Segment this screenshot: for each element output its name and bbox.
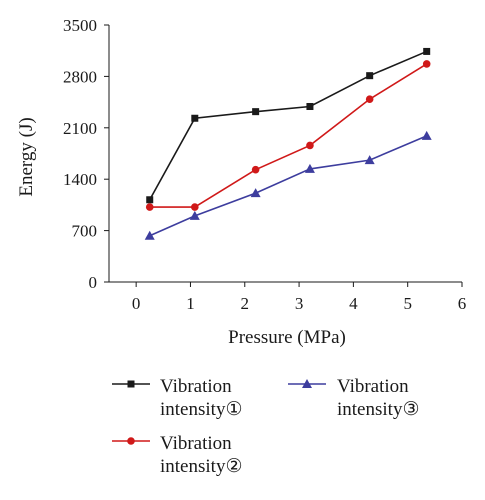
- data-point: [144, 230, 155, 240]
- data-point: [422, 60, 431, 68]
- y-tick-label: 3500: [63, 16, 97, 35]
- data-point: [191, 203, 199, 211]
- x-tick-label: 0: [132, 294, 141, 313]
- data-point: [250, 188, 261, 198]
- series-3: [144, 130, 432, 240]
- data-point: [366, 72, 374, 80]
- series-2: [145, 60, 431, 211]
- legend-swatch-marker: [127, 380, 135, 388]
- y-axis-label: Energy (J): [16, 117, 37, 196]
- legend-label: intensity②: [160, 456, 242, 477]
- legend-swatch-marker: [302, 379, 312, 388]
- legend-label: intensity①: [160, 399, 242, 420]
- series-line: [149, 50, 428, 201]
- x-tick-label: 4: [349, 294, 358, 313]
- data-point: [189, 210, 200, 220]
- legend-swatch-marker: [127, 437, 135, 445]
- legend-label: Vibration: [160, 376, 232, 397]
- x-tick-label: 5: [403, 294, 412, 313]
- legend: Vibrationintensity①Vibrationintensity②Vi…: [112, 376, 419, 477]
- data-point: [304, 163, 315, 173]
- legend-label: intensity③: [337, 399, 419, 420]
- legend-label: Vibration: [160, 433, 232, 454]
- series-layer: [144, 47, 432, 240]
- data-point: [251, 165, 260, 174]
- y-tick-label: 2100: [63, 119, 97, 138]
- x-axis-label: Pressure (MPa): [228, 327, 346, 348]
- x-tick-label: 6: [458, 294, 467, 313]
- y-tick-label: 700: [72, 222, 98, 241]
- y-tick-label: 2800: [63, 67, 97, 86]
- legend-label: Vibration: [337, 376, 409, 397]
- data-point: [252, 108, 260, 116]
- series-line: [149, 135, 428, 237]
- data-point: [306, 103, 314, 111]
- axes: 0 700 1400 2100 2800 3500 0 1 2 3 4 5 6: [63, 16, 466, 313]
- series-line: [149, 63, 428, 208]
- data-point: [364, 155, 375, 165]
- x-tick-label: 1: [186, 294, 195, 313]
- data-point: [421, 130, 432, 140]
- series-1: [146, 47, 431, 204]
- data-point: [365, 95, 374, 103]
- data-point: [145, 203, 154, 211]
- data-point: [146, 196, 154, 204]
- y-tick-label: 0: [89, 273, 98, 292]
- x-tick-label: 2: [241, 294, 250, 313]
- data-point: [191, 114, 199, 122]
- data-point: [423, 47, 431, 55]
- y-tick-label: 1400: [63, 170, 97, 189]
- x-tick-label: 3: [295, 294, 304, 313]
- data-point: [306, 141, 314, 150]
